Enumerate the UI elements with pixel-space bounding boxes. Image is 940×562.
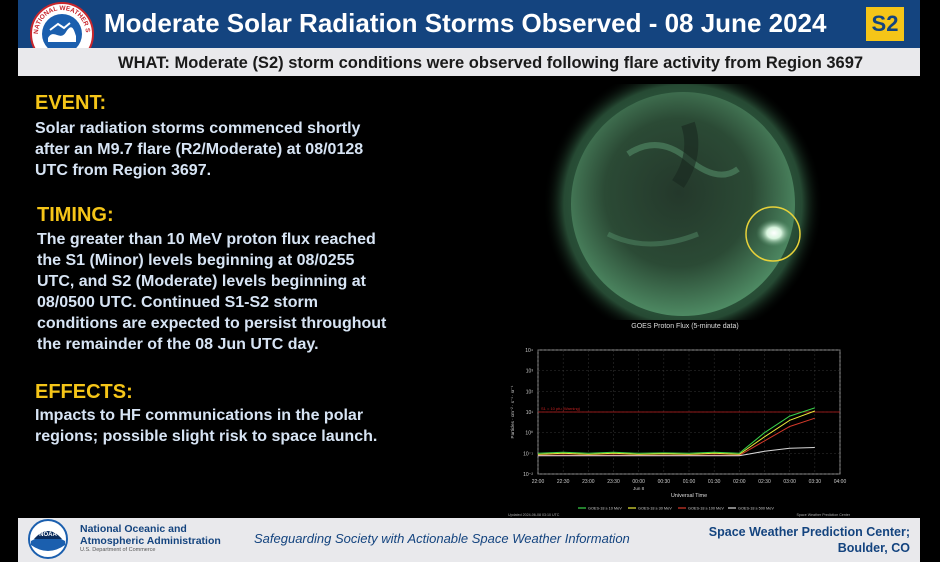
- x-tick-label: 00:00: [632, 479, 645, 485]
- timing-line: the S1 (Minor) levels beginning at 08/02…: [37, 252, 355, 269]
- what-summary: WHAT: Moderate (S2) storm conditions wer…: [118, 54, 864, 72]
- footer-bar: [18, 518, 920, 562]
- swpc-credit: Space Weather Prediction Center; Boulder…: [708, 525, 910, 555]
- x-tick-label: 23:00: [582, 479, 595, 485]
- event-line: after an M9.7 flare (R2/Moderate) at 08/…: [35, 141, 364, 158]
- timing-line: UTC, and S2 (Moderate) levels beginning …: [37, 273, 366, 290]
- event-line: UTC from Region 3697.: [35, 162, 212, 179]
- series-line: [538, 447, 815, 457]
- effects-heading: EFFECTS:: [35, 381, 133, 403]
- y-axis-label: Particles · cm⁻² · s⁻¹ · sr⁻¹: [510, 385, 515, 438]
- flare-region: [756, 219, 792, 247]
- y-tick-label: 10⁴: [525, 348, 533, 354]
- proton-flux-chart: 10⁴ 10³ 10² 10¹ 10⁰ 10⁻¹ 10⁻²22:00 22:30 23:00 23…: [508, 348, 851, 517]
- sun-disk: [571, 92, 795, 316]
- legend-label: GOES-18 ≥ 30 MeV: [638, 507, 672, 511]
- threshold-label: S1 = 10 pfu (Warning): [541, 406, 581, 411]
- y-tick-label: 10⁻²: [523, 472, 533, 478]
- y-tick-label: 10⁻¹: [523, 451, 533, 457]
- noaa-logo: NOAA: [28, 519, 68, 559]
- x-tick-label: 03:30: [809, 479, 822, 485]
- effects-body: Impacts to HF communications in the pola…: [35, 405, 377, 447]
- x-tick-label: 04:00: [834, 479, 847, 485]
- series-line: [537, 407, 815, 454]
- sun-euv-image: [543, 84, 823, 320]
- x-tick-label: 23:30: [607, 479, 620, 485]
- y-tick-label: 10³: [526, 369, 534, 375]
- y-tick-label: 10⁰: [525, 431, 533, 437]
- tagline: Safeguarding Society with Actionable Spa…: [254, 531, 630, 546]
- svg-text:NOAA: NOAA: [39, 532, 57, 538]
- timing-line: the remainder of the 08 Jun UTC day.: [37, 336, 319, 353]
- page-title: Moderate Solar Radiation Storms Observed…: [104, 8, 827, 38]
- event-body: Solar radiation storms commenced shortly…: [35, 118, 363, 181]
- timing-heading: TIMING:: [37, 204, 114, 226]
- what-bar: [18, 48, 920, 76]
- timing-line: 08/0500 UTC. Continued S1-S2 storm: [37, 294, 318, 311]
- event-heading: EVENT:: [35, 92, 107, 114]
- date-label: Jun 8: [633, 486, 645, 491]
- chart-title: GOES Proton Flux (5-minute data): [631, 323, 739, 330]
- legend-label: GOES-18 ≥ 100 MeV: [688, 507, 724, 511]
- x-axis-label: Universal Time: [671, 493, 707, 499]
- noaa-name: National Oceanic and Atmospheric Adminis…: [80, 523, 221, 547]
- legend-label: GOES-18 ≥ 500 MeV: [738, 507, 774, 511]
- effects-line: regions; possible slight risk to space l…: [35, 428, 378, 445]
- department-label: U.S. Department of Commerce: [80, 547, 156, 553]
- x-tick-label: 01:30: [708, 479, 721, 485]
- storm-scale-badge: S2: [864, 5, 906, 43]
- x-tick-label: 00:30: [658, 479, 671, 485]
- y-tick-label: 10²: [526, 389, 534, 395]
- legend-label: GOES-18 ≥ 10 MeV: [588, 507, 622, 511]
- event-line: Solar radiation storms commenced shortly: [35, 120, 361, 137]
- timing-body: The greater than 10 MeV proton flux reac…: [37, 229, 386, 355]
- x-tick-label: 22:00: [532, 479, 545, 485]
- chart-credit: Space Weather Prediction Center: [797, 513, 851, 517]
- x-tick-label: 01:00: [683, 479, 696, 485]
- series-line: [537, 410, 815, 455]
- x-tick-label: 02:00: [733, 479, 746, 485]
- timing-line: The greater than 10 MeV proton flux reac…: [37, 231, 376, 248]
- x-tick-label: 02:30: [758, 479, 771, 485]
- flare-highlight-circle: [745, 206, 801, 262]
- x-tick-label: 03:00: [783, 479, 796, 485]
- effects-line: Impacts to HF communications in the pola…: [35, 407, 364, 424]
- title-banner: [18, 0, 920, 48]
- timing-line: conditions are expected to persist throu…: [37, 315, 387, 332]
- x-tick-label: 22:30: [557, 479, 570, 485]
- y-tick-label: 10¹: [526, 410, 534, 416]
- updated-label: Updated 2024-06-08 03:10 UTC: [508, 513, 560, 517]
